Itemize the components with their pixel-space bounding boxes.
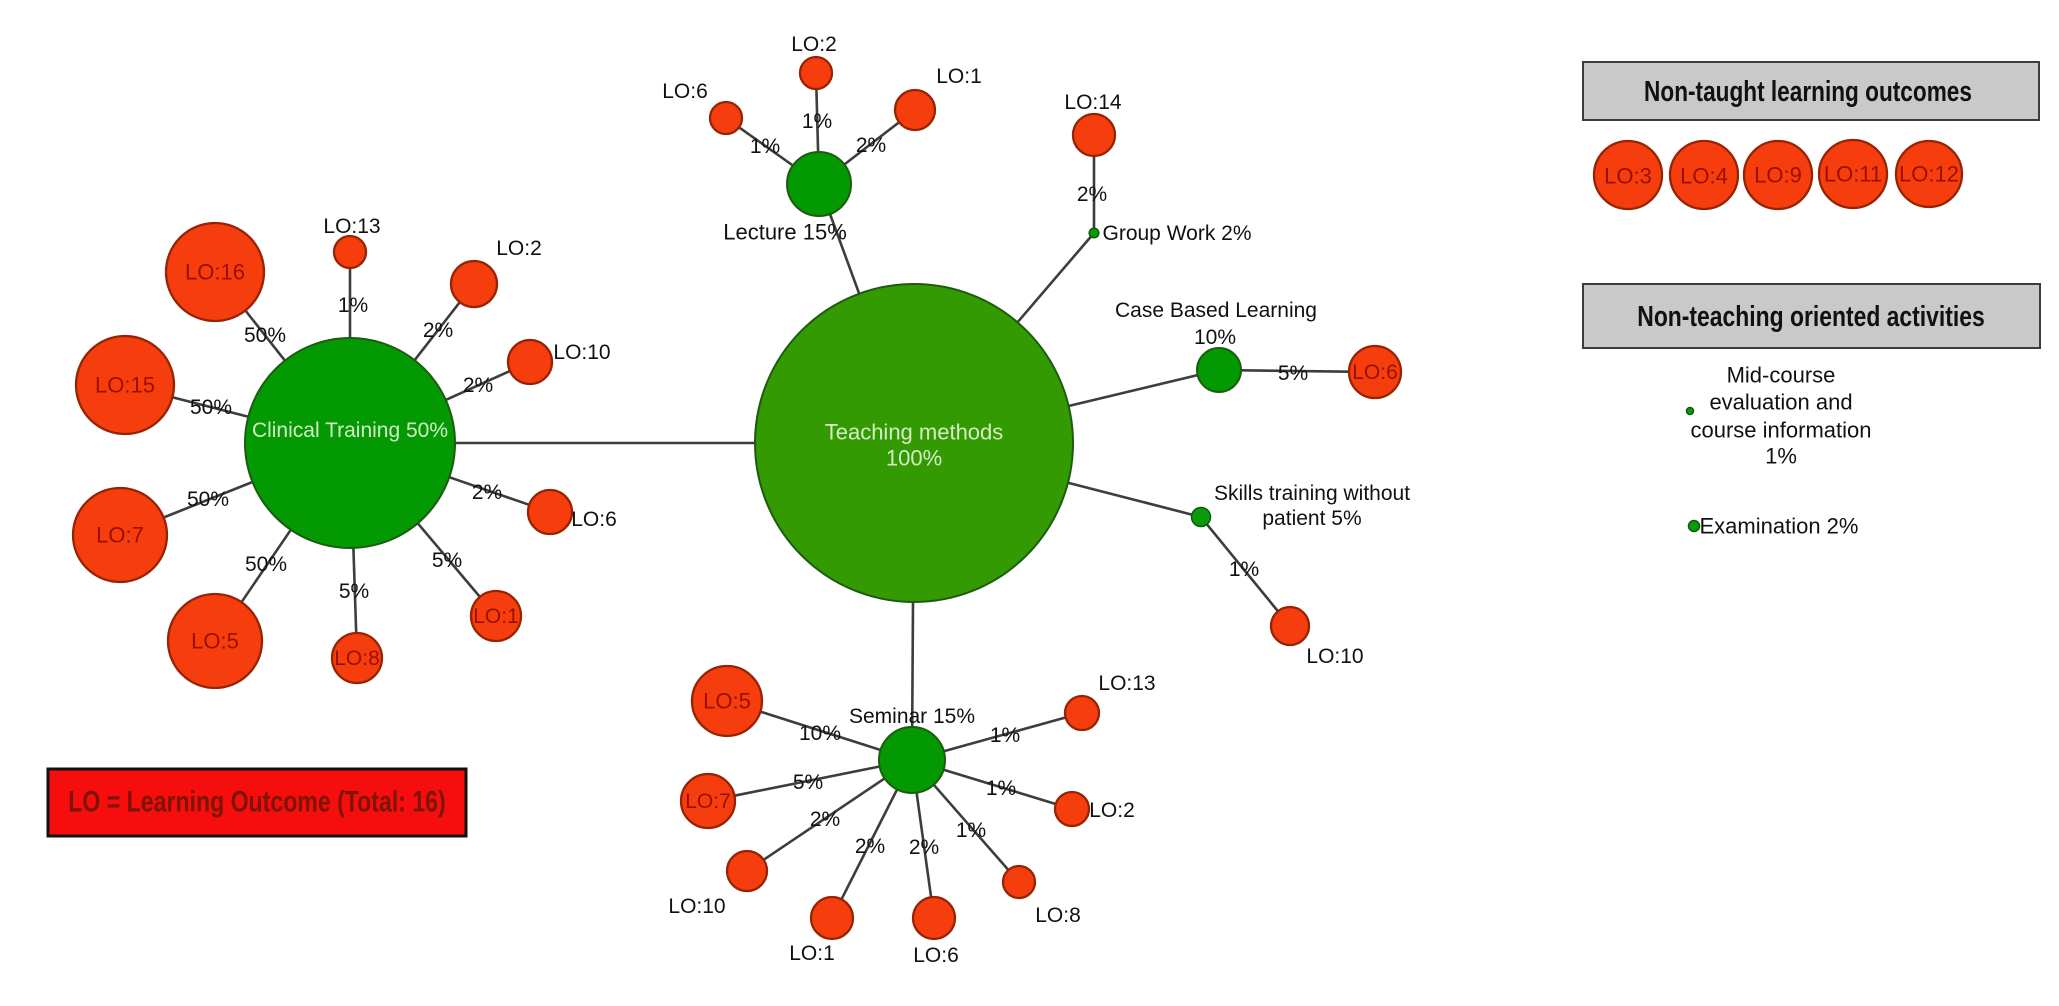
- svg-text:5%: 5%: [1278, 362, 1308, 385]
- svg-text:Mid-course: Mid-course: [1727, 363, 1836, 388]
- svg-text:LO:7: LO:7: [685, 790, 731, 813]
- svg-text:Skills training without: Skills training without: [1214, 482, 1410, 505]
- svg-text:LO:4: LO:4: [1680, 164, 1728, 189]
- svg-text:2%: 2%: [856, 134, 886, 157]
- svg-text:LO:3: LO:3: [1604, 164, 1652, 189]
- svg-text:1%: 1%: [750, 135, 780, 158]
- svg-text:LO:9: LO:9: [1754, 163, 1802, 188]
- svg-text:LO:10: LO:10: [1306, 645, 1363, 668]
- svg-text:LO:5: LO:5: [191, 629, 239, 654]
- svg-text:LO:2: LO:2: [1089, 799, 1135, 822]
- svg-text:Examination 2%: Examination 2%: [1700, 514, 1859, 539]
- svg-text:2%: 2%: [463, 374, 493, 397]
- svg-text:10%: 10%: [1194, 326, 1236, 349]
- svg-text:5%: 5%: [432, 549, 462, 572]
- svg-text:2%: 2%: [423, 319, 453, 342]
- svg-text:1%: 1%: [1765, 444, 1797, 469]
- svg-text:LO:8: LO:8: [1035, 904, 1081, 927]
- svg-text:Teaching methods: Teaching methods: [825, 420, 1004, 445]
- svg-text:50%: 50%: [187, 488, 229, 511]
- svg-text:LO:13: LO:13: [323, 215, 380, 238]
- svg-text:LO:1: LO:1: [473, 605, 519, 628]
- svg-text:2%: 2%: [1077, 183, 1107, 206]
- svg-text:LO:7: LO:7: [96, 523, 144, 548]
- svg-text:Lecture 15%: Lecture 15%: [723, 220, 847, 245]
- svg-text:LO:6: LO:6: [913, 944, 959, 967]
- svg-text:LO:1: LO:1: [789, 942, 835, 965]
- svg-text:LO:6: LO:6: [571, 508, 617, 531]
- svg-text:LO:13: LO:13: [1098, 672, 1155, 695]
- svg-text:LO:2: LO:2: [791, 33, 837, 56]
- svg-text:1%: 1%: [956, 819, 986, 842]
- svg-text:Non-teaching oriented activiti: Non-teaching oriented activities: [1637, 299, 1984, 332]
- svg-text:5%: 5%: [339, 580, 369, 603]
- svg-text:50%: 50%: [190, 396, 232, 419]
- svg-text:LO:8: LO:8: [334, 647, 380, 670]
- svg-text:2%: 2%: [909, 836, 939, 859]
- svg-text:2%: 2%: [810, 808, 840, 831]
- svg-text:LO:10: LO:10: [553, 341, 610, 364]
- svg-text:1%: 1%: [986, 777, 1016, 800]
- svg-text:Case Based Learning: Case Based Learning: [1115, 299, 1317, 322]
- svg-text:Seminar 15%: Seminar 15%: [849, 705, 975, 728]
- svg-text:evaluation and: evaluation and: [1709, 390, 1852, 415]
- svg-text:2%: 2%: [472, 481, 502, 504]
- svg-text:LO:11: LO:11: [1824, 162, 1882, 187]
- svg-text:Clinical Training 50%: Clinical Training 50%: [252, 419, 448, 442]
- svg-text:LO:5: LO:5: [703, 689, 751, 714]
- svg-text:LO:10: LO:10: [668, 895, 725, 918]
- svg-text:LO:6: LO:6: [1352, 361, 1398, 384]
- svg-text:10%: 10%: [799, 722, 841, 745]
- svg-text:1%: 1%: [338, 294, 368, 317]
- svg-text:50%: 50%: [244, 324, 286, 347]
- svg-text:LO:6: LO:6: [662, 80, 708, 103]
- svg-text:1%: 1%: [990, 724, 1020, 747]
- svg-text:1%: 1%: [1229, 558, 1259, 581]
- svg-text:LO:2: LO:2: [496, 237, 542, 260]
- svg-text:course information: course information: [1691, 418, 1872, 443]
- svg-text:1%: 1%: [802, 110, 832, 133]
- svg-text:LO:12: LO:12: [1899, 162, 1959, 187]
- svg-text:LO:16: LO:16: [185, 260, 245, 285]
- svg-text:2%: 2%: [855, 835, 885, 858]
- svg-text:5%: 5%: [793, 771, 823, 794]
- svg-text:Non-taught learning outcomes: Non-taught learning outcomes: [1644, 74, 1972, 107]
- svg-text:LO:14: LO:14: [1064, 91, 1122, 114]
- svg-text:patient 5%: patient 5%: [1262, 507, 1361, 530]
- svg-text:100%: 100%: [886, 446, 942, 471]
- svg-text:50%: 50%: [245, 553, 287, 576]
- svg-text:LO:1: LO:1: [936, 65, 982, 88]
- svg-text:LO:15: LO:15: [95, 373, 155, 398]
- svg-text:LO = Learning Outcome (Total:: LO = Learning Outcome (Total: 16): [68, 785, 445, 819]
- svg-text:Group Work 2%: Group Work 2%: [1103, 222, 1252, 245]
